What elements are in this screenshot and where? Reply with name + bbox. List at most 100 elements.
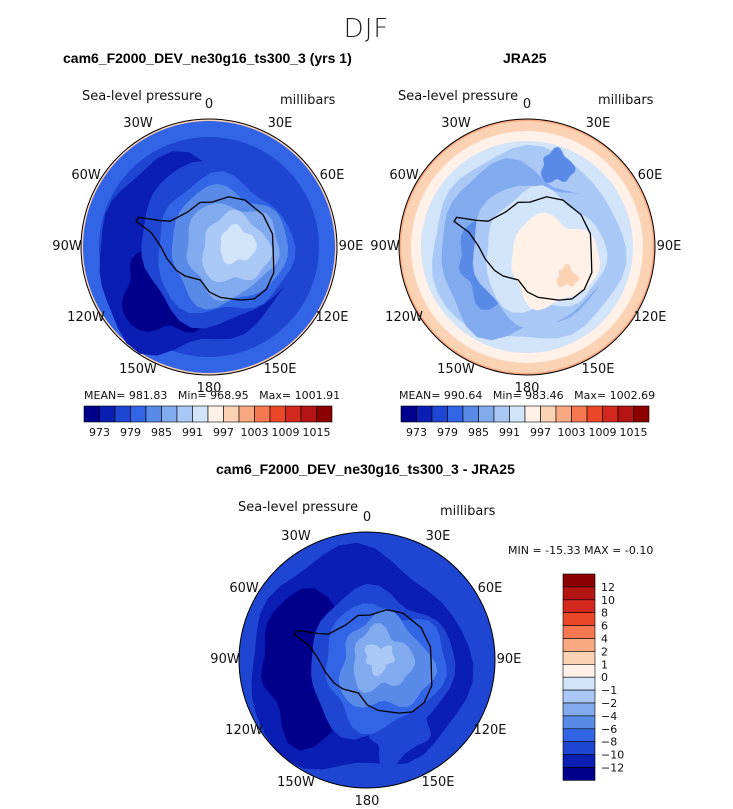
colorbar-tick-label: 1009 <box>589 426 617 439</box>
max-value: 1002.69 <box>609 389 656 402</box>
colorbar-box <box>176 405 193 423</box>
colorbar-box <box>223 405 240 423</box>
lon-label: 90E <box>338 239 364 254</box>
lon-label: 90W <box>210 652 240 667</box>
lon-label: 60E <box>637 168 663 183</box>
mean-value: 990.64 <box>443 389 483 402</box>
colorbar-box <box>562 573 596 588</box>
lon-label: 150W <box>119 361 157 377</box>
colorbar-tick-label: 973 <box>89 426 110 439</box>
polar-map-diff <box>238 531 496 789</box>
colorbar-box <box>478 405 495 423</box>
colorbar-box <box>462 405 479 423</box>
colorbar-box <box>562 599 596 613</box>
units-label-model: millibars <box>280 93 336 108</box>
panel-title-model: cam6_F2000_DEV_ne30g16_ts300_3 (yrs 1) <box>63 50 352 66</box>
variable-label-model: Sea-level pressure <box>82 89 203 104</box>
map-boundary <box>238 531 496 789</box>
field-9 <box>364 644 395 677</box>
lon-label: 30W <box>281 529 311 545</box>
colorbar-box <box>83 405 100 423</box>
lon-label: 150E <box>581 361 615 377</box>
colorbar-tick-label: −12 <box>601 762 624 775</box>
colorbar-tick-label: −2 <box>601 697 617 710</box>
lon-label: 30E <box>267 116 293 132</box>
colorbar-box <box>562 728 596 743</box>
colorbar-box <box>192 405 209 423</box>
variable-label-diff: Sea-level pressure <box>238 500 359 515</box>
lon-label: 180 <box>354 794 380 809</box>
colorbar-box <box>509 405 526 423</box>
colorbar-tick-label: 4 <box>601 633 608 646</box>
colorbar-box <box>540 405 557 423</box>
colorbar-box <box>562 664 596 678</box>
colorbar-box <box>416 405 433 423</box>
max-value: 1001.91 <box>294 389 341 402</box>
colorbar-box <box>562 754 596 768</box>
min-value: 968.95 <box>210 389 249 402</box>
colorbar-tick-label: 1015 <box>620 426 648 439</box>
field-7 <box>541 146 576 183</box>
colorbar-tick-label: 2 <box>601 645 608 658</box>
colorbar-box <box>602 405 619 423</box>
colorbar-box <box>285 405 302 423</box>
variable-label-obs: Sea-level pressure <box>398 89 519 104</box>
colorbar-box <box>562 651 596 665</box>
colorbar-box <box>617 405 634 423</box>
colorbar-tick-label: 10 <box>601 594 615 607</box>
units-label-obs: millibars <box>598 93 654 108</box>
colorbar-tick-label: −10 <box>601 749 624 762</box>
colorbar-tick-label: 1003 <box>558 426 586 439</box>
colorbar-box <box>130 405 147 423</box>
panel-title-obs: JRA25 <box>503 50 547 66</box>
colorbar-box <box>431 405 448 423</box>
colorbar-tick-label: −1 <box>601 684 617 697</box>
colorbar-tick-label: 1003 <box>241 426 269 439</box>
colorbar-box <box>586 405 603 423</box>
lon-label: 120E <box>633 310 667 325</box>
colorbar-box <box>254 405 271 423</box>
colorbar-tick-label: −6 <box>601 723 617 736</box>
lon-label: 90W <box>370 239 400 254</box>
colorbar-box <box>562 702 596 717</box>
colorbar-tick-label: −8 <box>601 736 617 749</box>
lon-label: 90W <box>52 239 82 254</box>
lon-label: 90E <box>656 239 682 254</box>
colorbar-box <box>633 405 650 423</box>
lon-label: 150W <box>277 774 315 790</box>
lon-label: 150E <box>421 774 455 790</box>
lon-label: 60W <box>71 168 101 183</box>
lon-label: 90E <box>496 652 522 667</box>
colorbar-box <box>300 405 317 423</box>
lon-label: 30E <box>585 116 611 132</box>
colorbar-box <box>562 625 596 639</box>
colorbar-box <box>562 741 596 755</box>
colorbar-tick-label: 979 <box>120 426 141 439</box>
lon-label: 0 <box>522 97 532 112</box>
colorbar-box <box>562 586 596 601</box>
field-10 <box>220 223 257 265</box>
colorbar-box <box>562 612 596 626</box>
lon-label: 150E <box>263 361 297 377</box>
polar-map-obs <box>398 118 656 376</box>
map-boundary <box>398 118 656 376</box>
lon-label: 60E <box>477 581 503 596</box>
lon-label: 30W <box>123 116 153 132</box>
lon-label: 120E <box>315 310 349 325</box>
panel-title-diff: cam6_F2000_DEV_ne30g16_ts300_3 - JRA25 <box>216 461 515 477</box>
lon-label: 0 <box>204 97 214 112</box>
min-value: 983.46 <box>525 389 564 402</box>
stats-obs: MEAN= 990.64 Min= 983.46 Max= 1002.69 <box>399 389 656 402</box>
colorbar-tick-label: 0 <box>601 671 608 684</box>
map-boundary <box>80 118 338 376</box>
colorbar-obs: 973 979 985 991 997 1003 1009 1015 <box>400 405 650 439</box>
colorbar-box <box>207 405 224 423</box>
lon-label: 120E <box>473 723 507 738</box>
lon-label: 30E <box>425 529 451 545</box>
units-label-diff: millibars <box>440 504 496 519</box>
colorbar-tick-label: 12 <box>601 581 615 594</box>
colorbar-tick-label: 1 <box>601 658 608 671</box>
colorbar-box <box>400 405 417 423</box>
colorbar-box <box>316 405 333 423</box>
